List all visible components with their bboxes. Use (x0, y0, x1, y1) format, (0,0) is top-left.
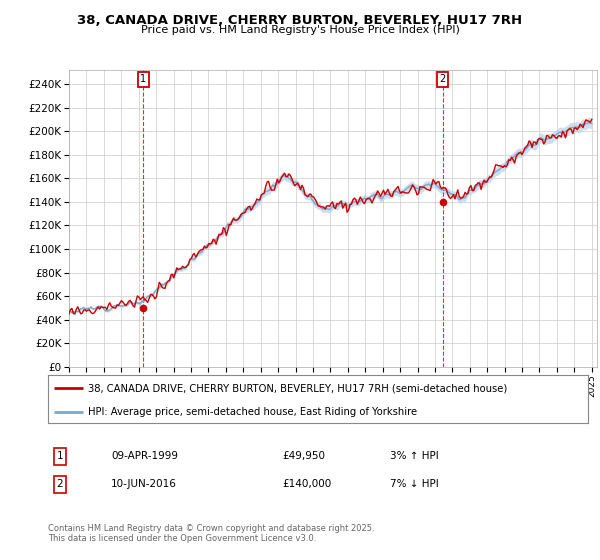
Text: 1: 1 (56, 451, 64, 461)
Text: 38, CANADA DRIVE, CHERRY BURTON, BEVERLEY, HU17 7RH (semi-detached house): 38, CANADA DRIVE, CHERRY BURTON, BEVERLE… (89, 383, 508, 393)
Point (139, 304, 148, 312)
Text: 1: 1 (140, 74, 146, 85)
Text: 09-APR-1999: 09-APR-1999 (111, 451, 178, 461)
Text: £49,950: £49,950 (282, 451, 325, 461)
Text: Price paid vs. HM Land Registry's House Price Index (HPI): Price paid vs. HM Land Registry's House … (140, 25, 460, 35)
Text: £140,000: £140,000 (282, 479, 331, 489)
Text: 2: 2 (439, 74, 446, 85)
Text: Contains HM Land Registry data © Crown copyright and database right 2025.
This d: Contains HM Land Registry data © Crown c… (48, 524, 374, 543)
Text: 38, CANADA DRIVE, CHERRY BURTON, BEVERLEY, HU17 7RH: 38, CANADA DRIVE, CHERRY BURTON, BEVERLE… (77, 14, 523, 27)
Text: HPI: Average price, semi-detached house, East Riding of Yorkshire: HPI: Average price, semi-detached house,… (89, 407, 418, 417)
Point (438, 198, 448, 207)
Text: 2: 2 (56, 479, 64, 489)
Text: 3% ↑ HPI: 3% ↑ HPI (390, 451, 439, 461)
Text: 10-JUN-2016: 10-JUN-2016 (111, 479, 177, 489)
Text: 7% ↓ HPI: 7% ↓ HPI (390, 479, 439, 489)
